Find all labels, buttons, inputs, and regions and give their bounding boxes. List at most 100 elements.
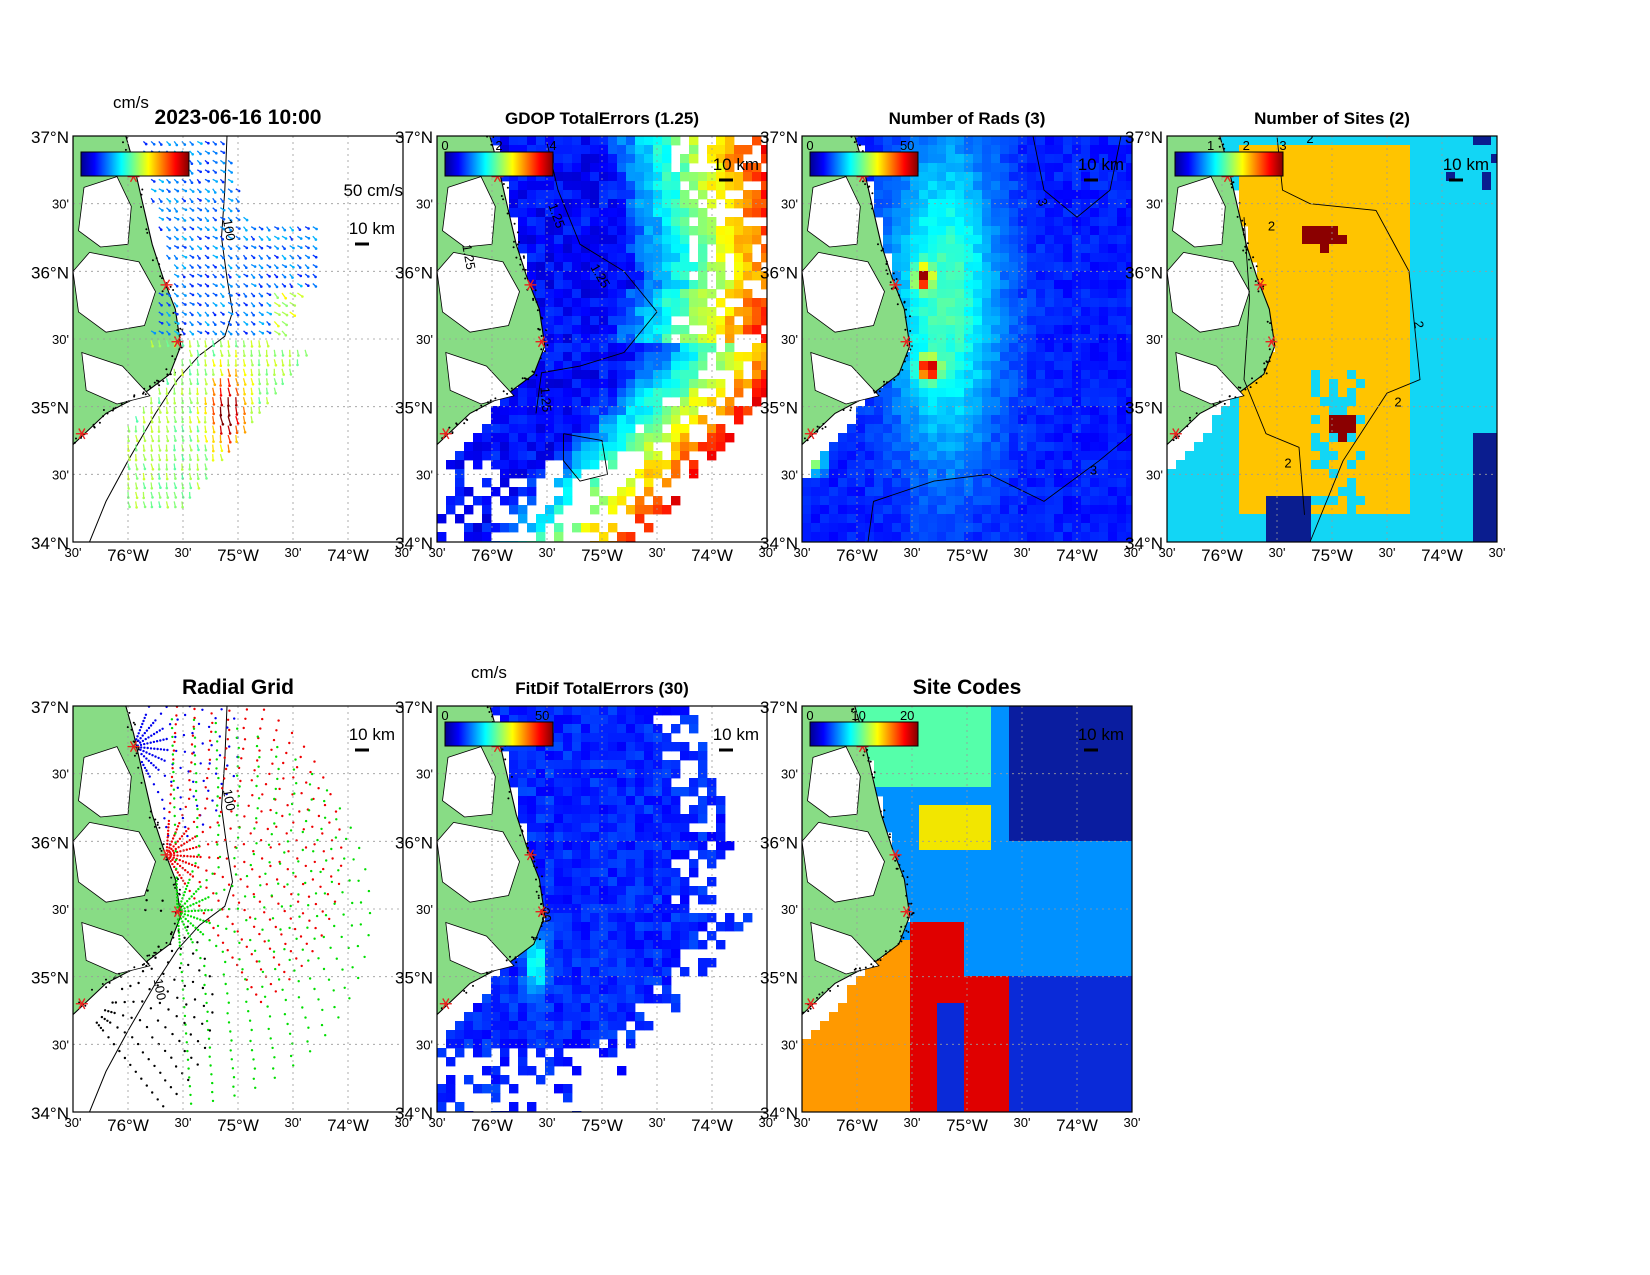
site-marker bbox=[160, 279, 173, 291]
lat-tick-label: 34°N bbox=[395, 1104, 433, 1123]
colorbar-tick-label: 50 bbox=[900, 138, 914, 153]
lon-tick-label: 30' bbox=[1124, 545, 1141, 560]
scale-bar-label: 10 km bbox=[1078, 155, 1124, 174]
panel-title: Number of Rads (3) bbox=[889, 109, 1046, 128]
lat-tick-label: 34°N bbox=[1125, 534, 1163, 553]
lon-tick-label: 30' bbox=[649, 545, 666, 560]
lon-tick-label: 74°W bbox=[1421, 546, 1463, 565]
lat-tick-label: 30' bbox=[781, 767, 798, 782]
lat-tick-label: 37°N bbox=[395, 128, 433, 147]
axes-frame bbox=[72, 705, 404, 1113]
site-marker bbox=[127, 741, 140, 753]
lat-tick-label: 30' bbox=[52, 902, 69, 917]
panel-title: Radial Grid bbox=[182, 676, 294, 699]
site-marker bbox=[535, 336, 548, 348]
lat-tick-label: 30' bbox=[52, 767, 69, 782]
lon-tick-label: 30' bbox=[539, 545, 556, 560]
lon-tick-label: 75°W bbox=[581, 546, 623, 565]
site-marker bbox=[900, 336, 913, 348]
sound-water bbox=[437, 821, 520, 903]
lat-tick-label: 36°N bbox=[395, 833, 433, 852]
map-area: 100 100 bbox=[73, 706, 372, 1112]
lon-tick-label: 75°W bbox=[581, 1116, 623, 1135]
colorbar bbox=[809, 151, 919, 177]
sound-water bbox=[802, 251, 885, 333]
lat-tick-label: 30' bbox=[416, 767, 433, 782]
lon-tick-label: 74°W bbox=[1056, 1116, 1098, 1135]
colorbar-tick-label: 0 bbox=[441, 138, 448, 153]
colorbar-tick-label: 4 bbox=[549, 138, 556, 153]
sound-water bbox=[1175, 351, 1245, 405]
lat-tick-label: 35°N bbox=[31, 399, 69, 418]
lat-tick-label: 30' bbox=[52, 332, 69, 347]
colorbar-tick-label: 2 bbox=[1243, 138, 1250, 153]
lon-tick-label: 30' bbox=[175, 545, 192, 560]
lon-tick-label: 30' bbox=[395, 545, 412, 560]
sound-water bbox=[81, 921, 151, 975]
lat-tick-label: 36°N bbox=[760, 833, 798, 852]
lat-tick-label: 30' bbox=[1146, 197, 1163, 212]
lat-tick-label: 35°N bbox=[760, 969, 798, 988]
lon-tick-label: 30' bbox=[904, 545, 921, 560]
scale-bar-label: 10 km bbox=[713, 725, 759, 744]
colorbar-unit-label: cm/s bbox=[113, 93, 149, 112]
contour-label: 2 bbox=[1411, 320, 1427, 330]
lat-tick-label: 35°N bbox=[1125, 399, 1163, 418]
lat-tick-label: 30' bbox=[52, 467, 69, 482]
site-marker bbox=[524, 849, 537, 861]
lon-tick-label: 30' bbox=[65, 1115, 82, 1130]
lon-tick-label: 76°W bbox=[107, 546, 149, 565]
site-marker bbox=[171, 906, 184, 918]
colorbar-unit-label: cm/s bbox=[471, 663, 507, 682]
scale-bar-label: 10 km bbox=[349, 725, 395, 744]
colorbar-tick-label: 0 bbox=[441, 708, 448, 723]
lat-tick-label: 36°N bbox=[760, 263, 798, 282]
lat-tick-label: 34°N bbox=[31, 534, 69, 553]
lon-tick-label: 30' bbox=[1124, 1115, 1141, 1130]
lat-tick-label: 30' bbox=[781, 332, 798, 347]
sound-water bbox=[437, 251, 520, 333]
lon-tick-label: 76°W bbox=[471, 1116, 513, 1135]
lon-tick-label: 75°W bbox=[946, 1116, 988, 1135]
lon-tick-label: 30' bbox=[65, 545, 82, 560]
contour-line bbox=[1243, 217, 1305, 515]
lon-tick-label: 30' bbox=[285, 545, 302, 560]
colorbar bbox=[809, 721, 919, 747]
site-marker bbox=[889, 279, 902, 291]
contour-label: 100 bbox=[151, 977, 170, 1001]
lon-tick-label: 74°W bbox=[327, 546, 369, 565]
vector-scale-label: 50 cm/s bbox=[343, 181, 403, 200]
lon-tick-label: 30' bbox=[794, 545, 811, 560]
contour-label: 2 bbox=[1284, 456, 1291, 471]
site-marker bbox=[1254, 279, 1267, 291]
lon-tick-label: 74°W bbox=[327, 1116, 369, 1135]
contour-label: 1.25 bbox=[537, 386, 554, 413]
site-marker bbox=[804, 998, 817, 1010]
lon-tick-label: 30' bbox=[429, 1115, 446, 1130]
site-marker bbox=[524, 279, 537, 291]
lon-tick-label: 30' bbox=[1014, 545, 1031, 560]
panel-title: Site Codes bbox=[913, 676, 1022, 699]
contour-label: 2 bbox=[1394, 395, 1401, 410]
map-area: 30 bbox=[437, 706, 753, 1112]
lon-tick-label: 75°W bbox=[1311, 546, 1353, 565]
axes-frame bbox=[436, 135, 768, 543]
site-marker bbox=[804, 428, 817, 440]
sound-water bbox=[445, 351, 515, 405]
lat-tick-label: 30' bbox=[1146, 467, 1163, 482]
site-marker bbox=[1169, 428, 1182, 440]
contour-label: 3 bbox=[1034, 196, 1051, 208]
lon-tick-label: 76°W bbox=[471, 546, 513, 565]
depth-contour-100 bbox=[89, 706, 234, 1112]
panel-title: FitDif TotalErrors (30) bbox=[515, 679, 688, 698]
lon-tick-label: 30' bbox=[1269, 545, 1286, 560]
lat-tick-label: 37°N bbox=[1125, 128, 1163, 147]
lat-tick-label: 30' bbox=[416, 902, 433, 917]
lat-tick-label: 34°N bbox=[760, 534, 798, 553]
map-area bbox=[802, 706, 1132, 1112]
colorbar bbox=[444, 151, 554, 177]
lon-tick-label: 76°W bbox=[836, 1116, 878, 1135]
contour-line bbox=[1032, 136, 1122, 218]
